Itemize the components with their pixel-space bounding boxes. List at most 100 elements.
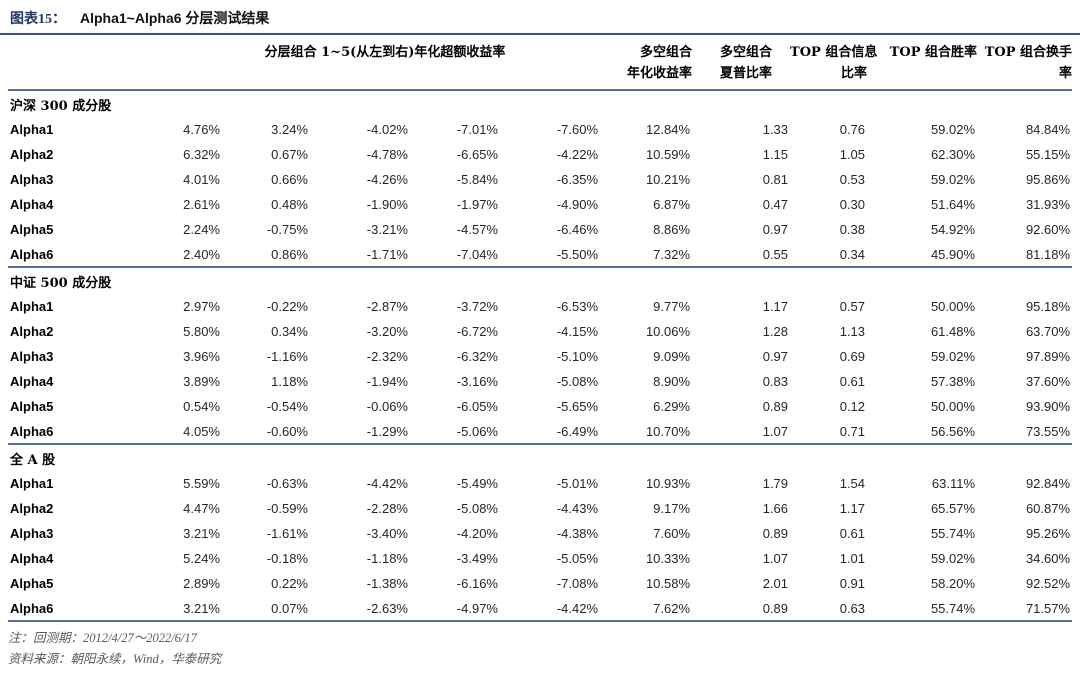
table-row: Alpha5 2.89% 0.22% -1.38% -6.16% -7.08% 10.58%…: [8, 571, 1072, 596]
table-row: Alpha6 4.05% -0.60% -1.29% -5.06% -6.49% 10.70…: [8, 419, 1073, 445]
value-cell: 0.86%: [222, 242, 310, 268]
value-cell: 10.06%: [645, 324, 691, 339]
value-cell: 10.93%: [645, 476, 691, 491]
value-cell: 0.57: [839, 299, 866, 314]
value-cell: 73.55%: [977, 419, 1073, 445]
value-cell: -6.05%: [456, 399, 498, 414]
value-cell: 0.07%: [222, 596, 310, 622]
value-cell: 0.63: [790, 596, 868, 622]
value-cell: 0.71: [790, 419, 868, 445]
value-cell: -5.84%: [456, 172, 498, 187]
table-row: Alpha2 5.80% 0.34% -3.20% -6.72% -4.15% 10.06%…: [8, 319, 1072, 344]
value-cell: -4.42%: [500, 596, 601, 622]
value-cell: -4.78%: [366, 147, 408, 162]
table-row: Alpha1 4.76% 3.24% -4.02% -7.01% -7.60% 12.84%…: [8, 117, 1072, 142]
value-cell: -5.65%: [556, 399, 599, 414]
value-cell: -7.01%: [456, 122, 498, 137]
table-row: Alpha1 2.97% -0.22% -2.87% -3.72% -6.53% 9.77%…: [8, 294, 1072, 319]
data-source-note: 资料来源：朝阳永续，Wind，华泰研究: [8, 652, 222, 666]
value-cell: 84.84%: [1025, 122, 1071, 137]
value-cell: 1.01: [839, 551, 866, 566]
value-cell: -7.04%: [410, 242, 500, 268]
value-cell: 9.77%: [653, 299, 691, 314]
row-label: Alpha3: [10, 526, 54, 541]
value-cell: 6.32%: [183, 147, 220, 162]
value-cell: 51.64%: [930, 197, 976, 212]
value-cell: -7.08%: [556, 576, 599, 591]
row-label: Alpha4: [10, 197, 54, 212]
value-cell: 1.13: [839, 324, 866, 339]
value-cell: 1.17: [762, 299, 789, 314]
value-cell: -0.18%: [266, 551, 308, 566]
value-cell: -1.94%: [366, 374, 408, 389]
top-turnover-header: TOP 组合换手 率: [977, 35, 1073, 91]
value-cell: 0.34: [790, 242, 868, 268]
value-cell: 7.32%: [600, 242, 693, 268]
value-cell: 58.20%: [930, 576, 976, 591]
row-label: Alpha1: [10, 476, 54, 491]
value-cell: -0.60%: [222, 419, 310, 445]
section-title: 沪深 300 成分股: [10, 98, 112, 114]
value-cell: -0.75%: [266, 222, 308, 237]
value-cell: 1.17: [839, 501, 866, 516]
value-cell: 0.61: [839, 374, 866, 389]
value-cell: -0.22%: [266, 299, 308, 314]
value-cell: 0.22%: [271, 576, 308, 591]
value-cell: -4.26%: [366, 172, 408, 187]
value-cell: -3.72%: [456, 299, 498, 314]
value-cell: 0.89: [762, 526, 789, 541]
value-cell: -1.16%: [266, 349, 308, 364]
value-cell: 1.33: [762, 122, 789, 137]
value-cell: -4.97%: [410, 596, 500, 622]
value-cell: 50.00%: [930, 299, 976, 314]
value-cell: 55.74%: [930, 526, 976, 541]
value-cell: -2.63%: [310, 596, 410, 622]
value-cell: 95.86%: [1025, 172, 1071, 187]
value-cell: -7.60%: [556, 122, 599, 137]
value-cell: -0.59%: [266, 501, 308, 516]
value-cell: 95.18%: [1025, 299, 1071, 314]
row-label: Alpha5: [10, 222, 54, 237]
table-body: 沪深 300 成分股 Alpha1 4.76% 3.24% -4.02% -7.01% -7…: [8, 90, 1073, 622]
value-cell: -5.50%: [500, 242, 601, 268]
value-cell: -4.02%: [366, 122, 408, 137]
value-cell: 4.76%: [183, 122, 220, 137]
section-title: 中证 500 成分股: [10, 275, 112, 291]
row-label: Alpha5: [10, 576, 54, 591]
value-cell: 7.62%: [600, 596, 693, 622]
value-cell: 55.15%: [1025, 147, 1071, 162]
value-cell: 0.91: [839, 576, 866, 591]
value-cell: 3.89%: [183, 374, 220, 389]
row-label: Alpha6: [8, 242, 170, 268]
value-cell: 3.96%: [183, 349, 220, 364]
value-cell: 97.89%: [1025, 349, 1071, 364]
row-label: Alpha6: [8, 419, 170, 445]
row-label: Alpha4: [10, 551, 54, 566]
section-row: 全 A 股: [8, 444, 1072, 471]
value-cell: 0.53: [839, 172, 866, 187]
value-cell: 63.70%: [1025, 324, 1071, 339]
value-cell: -1.97%: [456, 197, 498, 212]
value-cell: -2.28%: [366, 501, 408, 516]
value-cell: -6.16%: [456, 576, 498, 591]
value-cell: 56.56%: [867, 419, 978, 445]
value-cell: 55.74%: [867, 596, 978, 622]
value-cell: 0.30: [839, 197, 866, 212]
value-cell: 81.18%: [977, 242, 1073, 268]
table-row: Alpha5 0.54% -0.54% -0.06% -6.05% -5.65% 6.29%…: [8, 394, 1072, 419]
value-cell: 2.24%: [183, 222, 220, 237]
value-cell: -6.46%: [556, 222, 599, 237]
value-cell: 5.80%: [183, 324, 220, 339]
backtest-period-note: 注：回测期：2012/4/27～2022/6/17: [8, 631, 197, 645]
value-cell: -5.08%: [556, 374, 599, 389]
value-cell: -5.49%: [456, 476, 498, 491]
value-cell: 0.97: [762, 349, 789, 364]
value-cell: 63.11%: [931, 476, 976, 491]
table-row: Alpha3 3.96% -1.16% -2.32% -6.32% -5.10% 9.09%…: [8, 344, 1072, 369]
value-cell: 0.97: [762, 222, 789, 237]
value-cell: 0.89: [692, 596, 791, 622]
value-cell: -5.05%: [556, 551, 599, 566]
table-row: Alpha4 2.61% 0.48% -1.90% -1.97% -4.90% 6.87% 0…: [8, 192, 1072, 217]
value-cell: -6.32%: [456, 349, 498, 364]
value-cell: -1.38%: [366, 576, 408, 591]
